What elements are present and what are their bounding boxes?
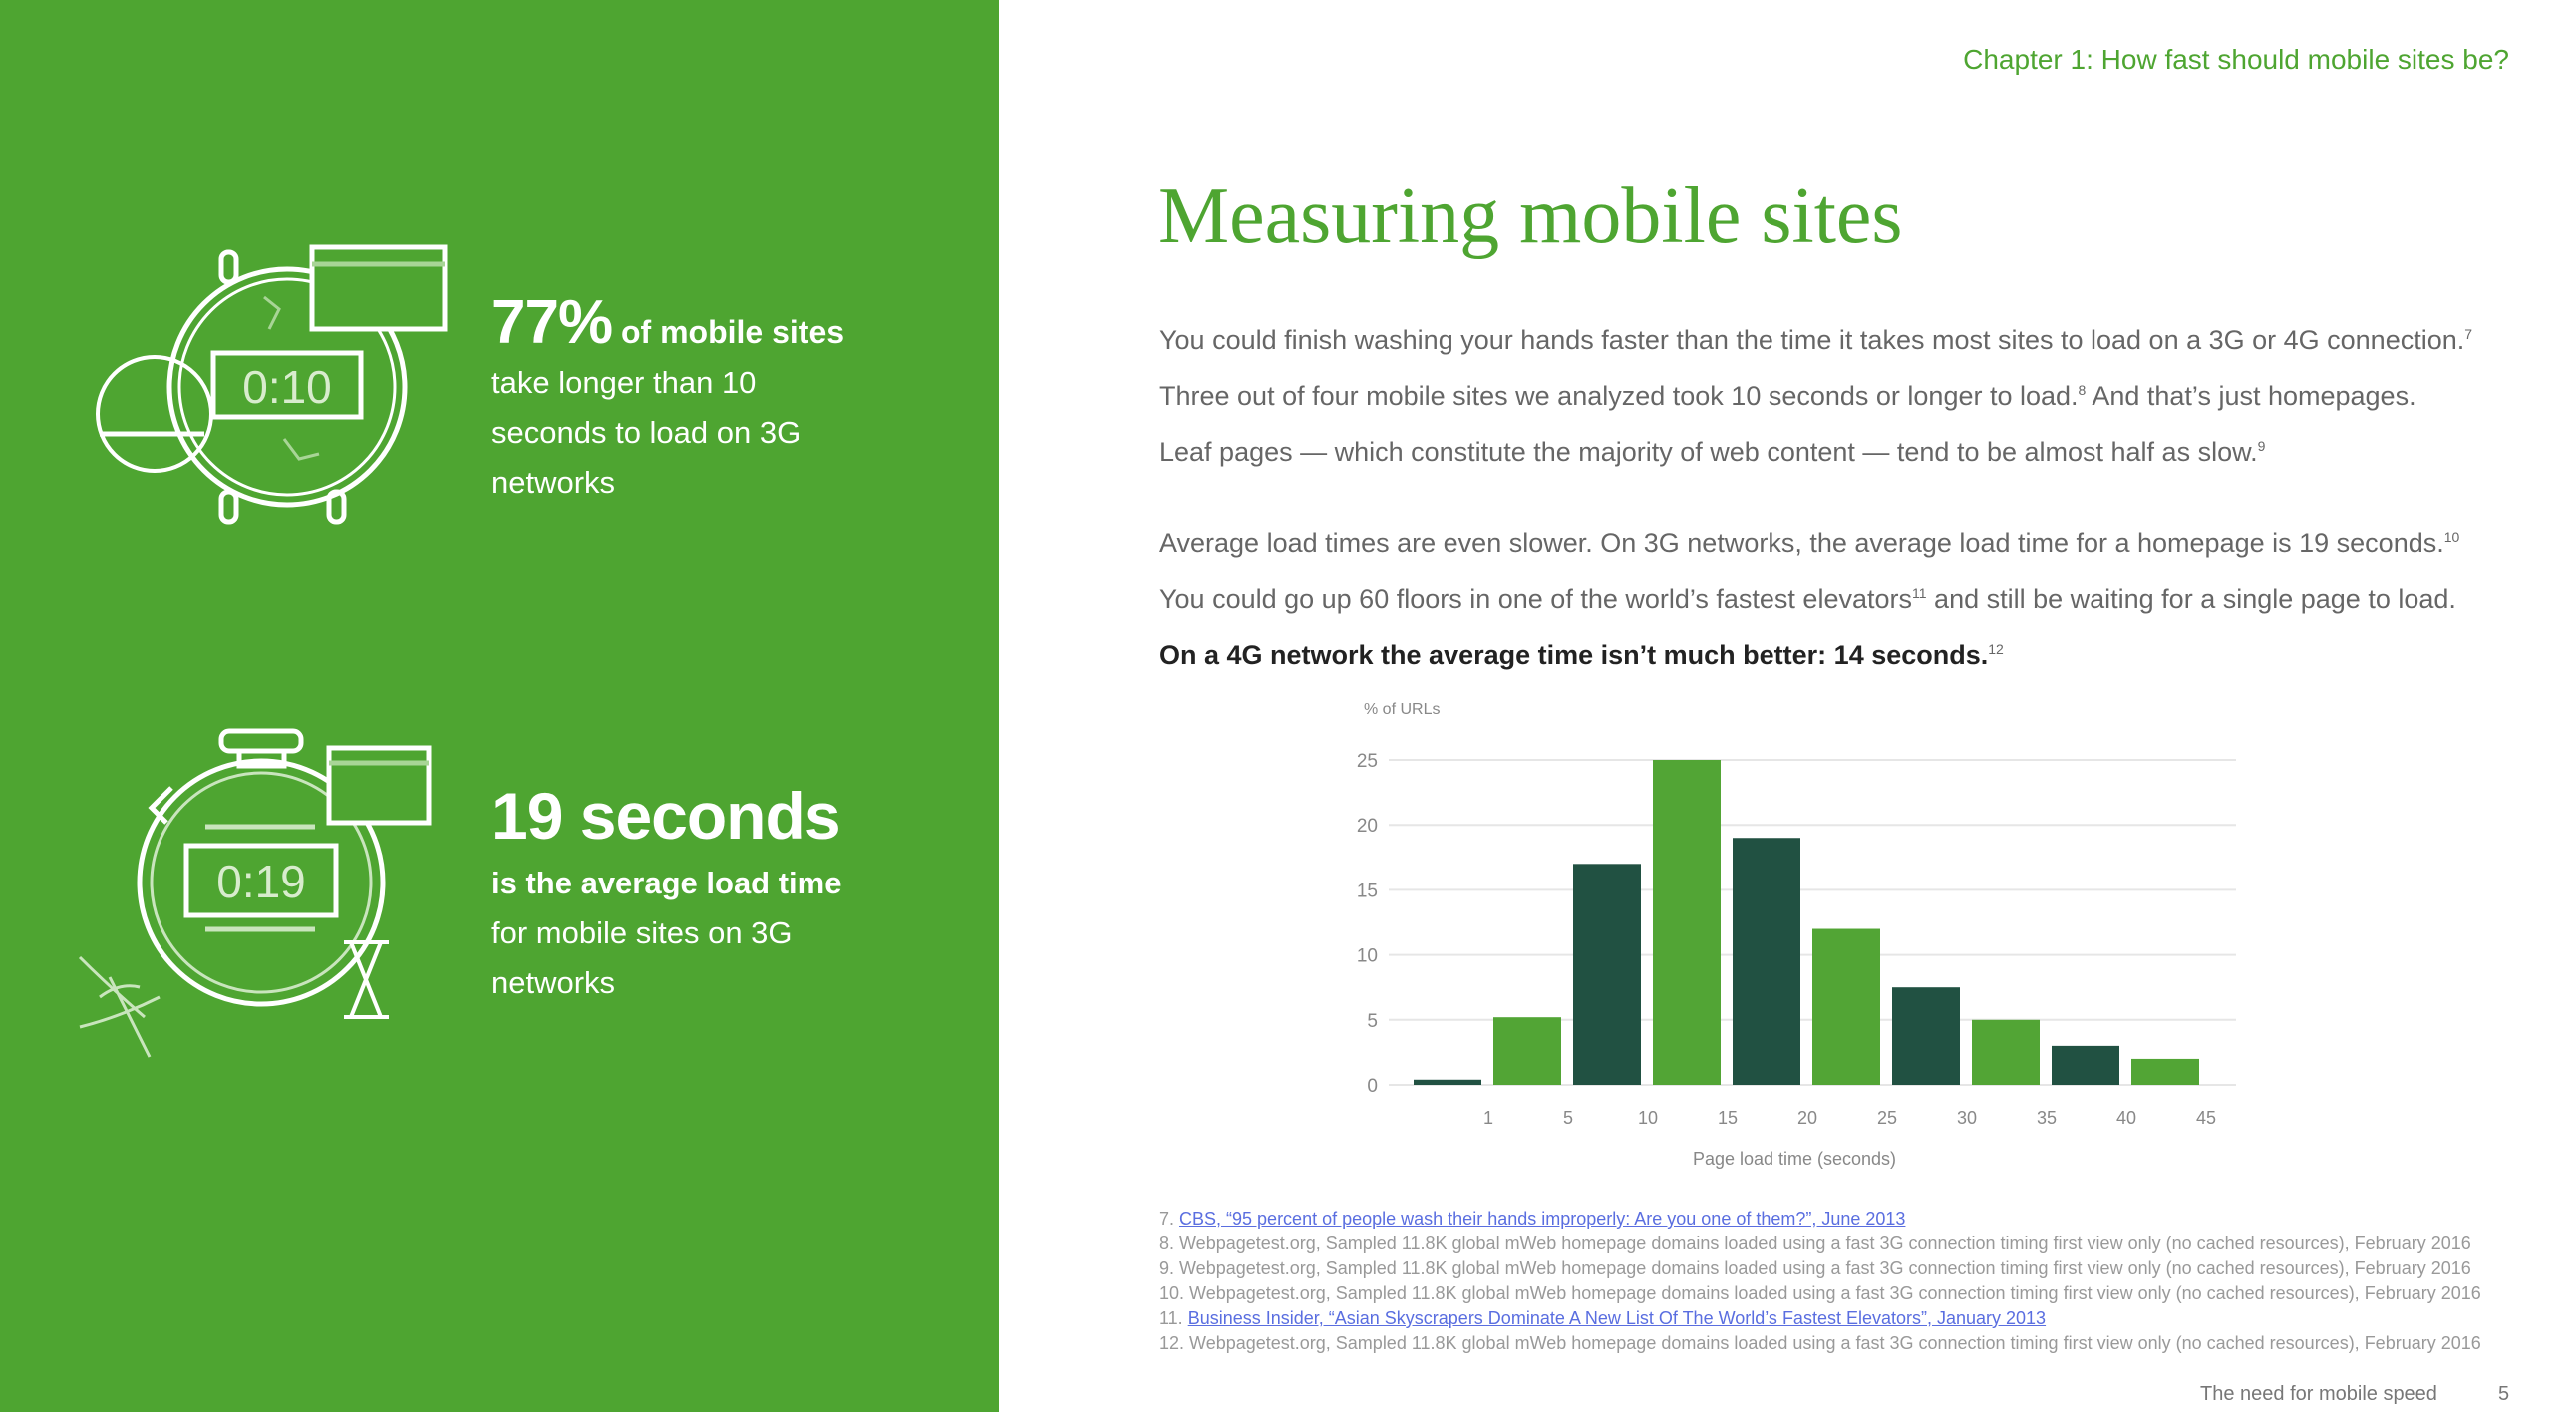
y-tick-label: 15 bbox=[1357, 881, 1378, 901]
y-tick-label: 0 bbox=[1367, 1076, 1378, 1097]
paragraph-2: Average load times are even slower. On 3… bbox=[1159, 529, 2460, 670]
stat-19-seconds: 19 seconds is the average load time for … bbox=[491, 773, 841, 1008]
x-tick-label: 35 bbox=[2037, 1108, 2057, 1128]
paragraph-1: You could finish washing your hands fast… bbox=[1159, 325, 2473, 467]
footer-title: The need for mobile speed bbox=[2200, 1383, 2437, 1405]
bar-10-15 bbox=[1653, 760, 1721, 1085]
x-tick-label: 15 bbox=[1718, 1108, 1738, 1128]
y-tick-label: 5 bbox=[1367, 1011, 1378, 1032]
broken-clock-icon: 0:10 bbox=[96, 244, 448, 525]
bar-40-45 bbox=[2131, 1058, 2199, 1085]
stat-value: 77% bbox=[491, 288, 613, 357]
footnote[interactable]: 7. CBS, “95 percent of people wash their… bbox=[1159, 1209, 1906, 1229]
clock-icons: 0:10 0:19 bbox=[78, 244, 448, 1058]
x-tick-label: 1 bbox=[1483, 1108, 1493, 1128]
footnote: 9. Webpagetest.org, Sampled 11.8K global… bbox=[1159, 1258, 2471, 1278]
stopwatch-icon: 0:19 bbox=[78, 728, 432, 1058]
footnote-link[interactable]: CBS, “95 percent of people wash their ha… bbox=[1179, 1209, 1906, 1229]
stat-line: seconds to load on 3G bbox=[491, 415, 802, 450]
x-axis-label: Page load time (seconds) bbox=[1693, 1149, 1896, 1169]
y-tick-label: 25 bbox=[1357, 751, 1378, 772]
stats-panel: 0:10 0:19 77% of mobile sites take longe… bbox=[0, 0, 999, 1412]
bar-35-40 bbox=[2052, 1045, 2119, 1085]
x-tick-label: 10 bbox=[1638, 1108, 1658, 1128]
stat-suffix: of mobile sites bbox=[612, 314, 845, 350]
stat-bold-line: is the average load time bbox=[491, 866, 842, 900]
stat-line: for mobile sites on 3G bbox=[491, 915, 793, 950]
bar-30-35 bbox=[1972, 1019, 2040, 1085]
x-tick-label: 5 bbox=[1563, 1108, 1573, 1128]
x-tick-label: 45 bbox=[2196, 1108, 2216, 1128]
page-number: 5 bbox=[2498, 1383, 2510, 1405]
stat-line: networks bbox=[491, 965, 616, 1000]
x-tick-label: 20 bbox=[1797, 1108, 1817, 1128]
svg-text:0:19: 0:19 bbox=[216, 856, 306, 907]
bar-5-10 bbox=[1573, 864, 1641, 1085]
y-tick-label: 20 bbox=[1357, 816, 1378, 837]
footnote-link[interactable]: Business Insider, “Asian Skyscrapers Dom… bbox=[1187, 1308, 2047, 1328]
page-title: Measuring mobile sites bbox=[1158, 173, 1903, 260]
chapter-header: Chapter 1: How fast should mobile sites … bbox=[1963, 44, 2509, 75]
stat-line: networks bbox=[491, 465, 616, 500]
footnote: 8. Webpagetest.org, Sampled 11.8K global… bbox=[1159, 1234, 2471, 1253]
x-tick-label: 40 bbox=[2116, 1108, 2136, 1128]
y-axis-label: % of URLs bbox=[1364, 701, 1440, 718]
y-tick-label: 10 bbox=[1357, 946, 1378, 967]
svg-text:0:10: 0:10 bbox=[242, 361, 332, 413]
stat-77-percent: 77% of mobile sites take longer than 10 … bbox=[491, 287, 844, 508]
bar-15-20 bbox=[1733, 838, 1800, 1085]
bar-20-25 bbox=[1812, 928, 1880, 1085]
stat-value: 19 seconds bbox=[491, 779, 841, 853]
footnote: 10. Webpagetest.org, Sampled 11.8K globa… bbox=[1159, 1283, 2481, 1303]
footnote: 12. Webpagetest.org, Sampled 11.8K globa… bbox=[1159, 1333, 2481, 1353]
x-tick-label: 25 bbox=[1877, 1108, 1897, 1128]
stat-line: take longer than 10 bbox=[491, 365, 757, 400]
footnote[interactable]: 11. Business Insider, “Asian Skyscrapers… bbox=[1159, 1308, 2047, 1328]
x-tick-label: 30 bbox=[1957, 1108, 1977, 1128]
bar-1-5 bbox=[1493, 1017, 1561, 1085]
bar-0-1 bbox=[1414, 1079, 1481, 1085]
bar-25-30 bbox=[1892, 987, 1960, 1085]
